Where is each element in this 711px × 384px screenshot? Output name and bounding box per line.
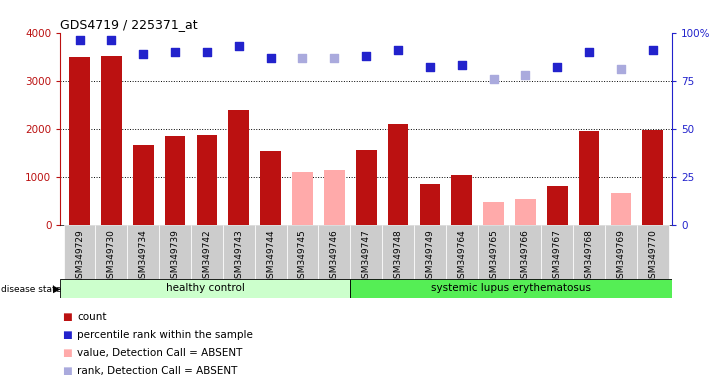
FancyBboxPatch shape <box>287 225 319 280</box>
FancyBboxPatch shape <box>382 225 414 280</box>
Text: ■: ■ <box>62 348 72 358</box>
Text: GSM349749: GSM349749 <box>425 229 434 284</box>
Point <box>615 66 626 72</box>
Text: value, Detection Call = ABSENT: value, Detection Call = ABSENT <box>77 348 243 358</box>
Text: GSM349745: GSM349745 <box>298 229 307 284</box>
Bar <box>356 150 377 225</box>
Text: GSM349744: GSM349744 <box>266 229 275 284</box>
Point <box>647 47 658 53</box>
Text: GSM349768: GSM349768 <box>584 229 594 284</box>
Point <box>296 55 308 61</box>
FancyBboxPatch shape <box>605 225 637 280</box>
FancyBboxPatch shape <box>63 225 95 280</box>
Bar <box>350 279 672 298</box>
Point <box>201 49 213 55</box>
Text: GSM349729: GSM349729 <box>75 229 84 284</box>
Text: ■: ■ <box>62 312 72 322</box>
Bar <box>196 135 218 225</box>
FancyBboxPatch shape <box>478 225 510 280</box>
FancyBboxPatch shape <box>159 225 191 280</box>
Text: GSM349767: GSM349767 <box>552 229 562 284</box>
Bar <box>60 279 350 298</box>
FancyBboxPatch shape <box>637 225 669 280</box>
Text: GSM349765: GSM349765 <box>489 229 498 284</box>
Point <box>424 64 436 70</box>
Bar <box>260 151 281 225</box>
Text: GSM349743: GSM349743 <box>235 229 243 284</box>
Text: healthy control: healthy control <box>166 283 245 293</box>
Text: GSM349730: GSM349730 <box>107 229 116 284</box>
Text: ■: ■ <box>62 366 72 376</box>
Bar <box>133 146 154 225</box>
Text: GDS4719 / 225371_at: GDS4719 / 225371_at <box>60 18 198 31</box>
Text: GSM349769: GSM349769 <box>616 229 626 284</box>
Text: GSM349734: GSM349734 <box>139 229 148 284</box>
Bar <box>228 111 249 225</box>
Text: GSM349770: GSM349770 <box>648 229 657 284</box>
Bar <box>324 170 345 225</box>
Text: GSM349739: GSM349739 <box>171 229 180 284</box>
Point <box>552 64 563 70</box>
Text: count: count <box>77 312 107 322</box>
Point <box>233 43 245 49</box>
Bar <box>419 184 440 225</box>
Point <box>106 37 117 43</box>
FancyBboxPatch shape <box>573 225 605 280</box>
FancyBboxPatch shape <box>191 225 223 280</box>
Bar <box>101 56 122 225</box>
Point <box>137 51 149 57</box>
FancyBboxPatch shape <box>351 225 382 280</box>
Bar <box>643 130 663 225</box>
FancyBboxPatch shape <box>319 225 351 280</box>
Text: rank, Detection Call = ABSENT: rank, Detection Call = ABSENT <box>77 366 238 376</box>
Text: ▶: ▶ <box>53 284 60 294</box>
Point <box>456 62 467 68</box>
Bar <box>451 175 472 225</box>
Text: disease state: disease state <box>1 285 61 294</box>
Point <box>74 37 85 43</box>
FancyBboxPatch shape <box>446 225 478 280</box>
FancyBboxPatch shape <box>223 225 255 280</box>
Point <box>392 47 404 53</box>
Text: GSM349746: GSM349746 <box>330 229 339 284</box>
FancyBboxPatch shape <box>541 225 573 280</box>
Text: GSM349766: GSM349766 <box>521 229 530 284</box>
Text: ■: ■ <box>62 330 72 340</box>
Text: GSM349748: GSM349748 <box>393 229 402 284</box>
Text: GSM349747: GSM349747 <box>362 229 370 284</box>
FancyBboxPatch shape <box>95 225 127 280</box>
FancyBboxPatch shape <box>414 225 446 280</box>
Point <box>169 49 181 55</box>
Point <box>360 53 372 59</box>
Bar <box>579 131 599 225</box>
Text: GSM349764: GSM349764 <box>457 229 466 284</box>
Bar <box>515 199 536 225</box>
Bar <box>165 136 186 225</box>
Bar <box>547 186 567 225</box>
Text: GSM349742: GSM349742 <box>203 229 211 284</box>
Text: systemic lupus erythematosus: systemic lupus erythematosus <box>431 283 591 293</box>
Bar <box>69 57 90 225</box>
FancyBboxPatch shape <box>255 225 287 280</box>
FancyBboxPatch shape <box>127 225 159 280</box>
FancyBboxPatch shape <box>510 225 541 280</box>
Text: percentile rank within the sample: percentile rank within the sample <box>77 330 253 340</box>
Point <box>328 55 340 61</box>
Point <box>520 72 531 78</box>
Bar <box>611 193 631 225</box>
Point <box>584 49 595 55</box>
Point <box>488 76 499 82</box>
Bar <box>292 172 313 225</box>
Point <box>265 55 277 61</box>
Bar <box>387 124 408 225</box>
Bar <box>483 202 504 225</box>
